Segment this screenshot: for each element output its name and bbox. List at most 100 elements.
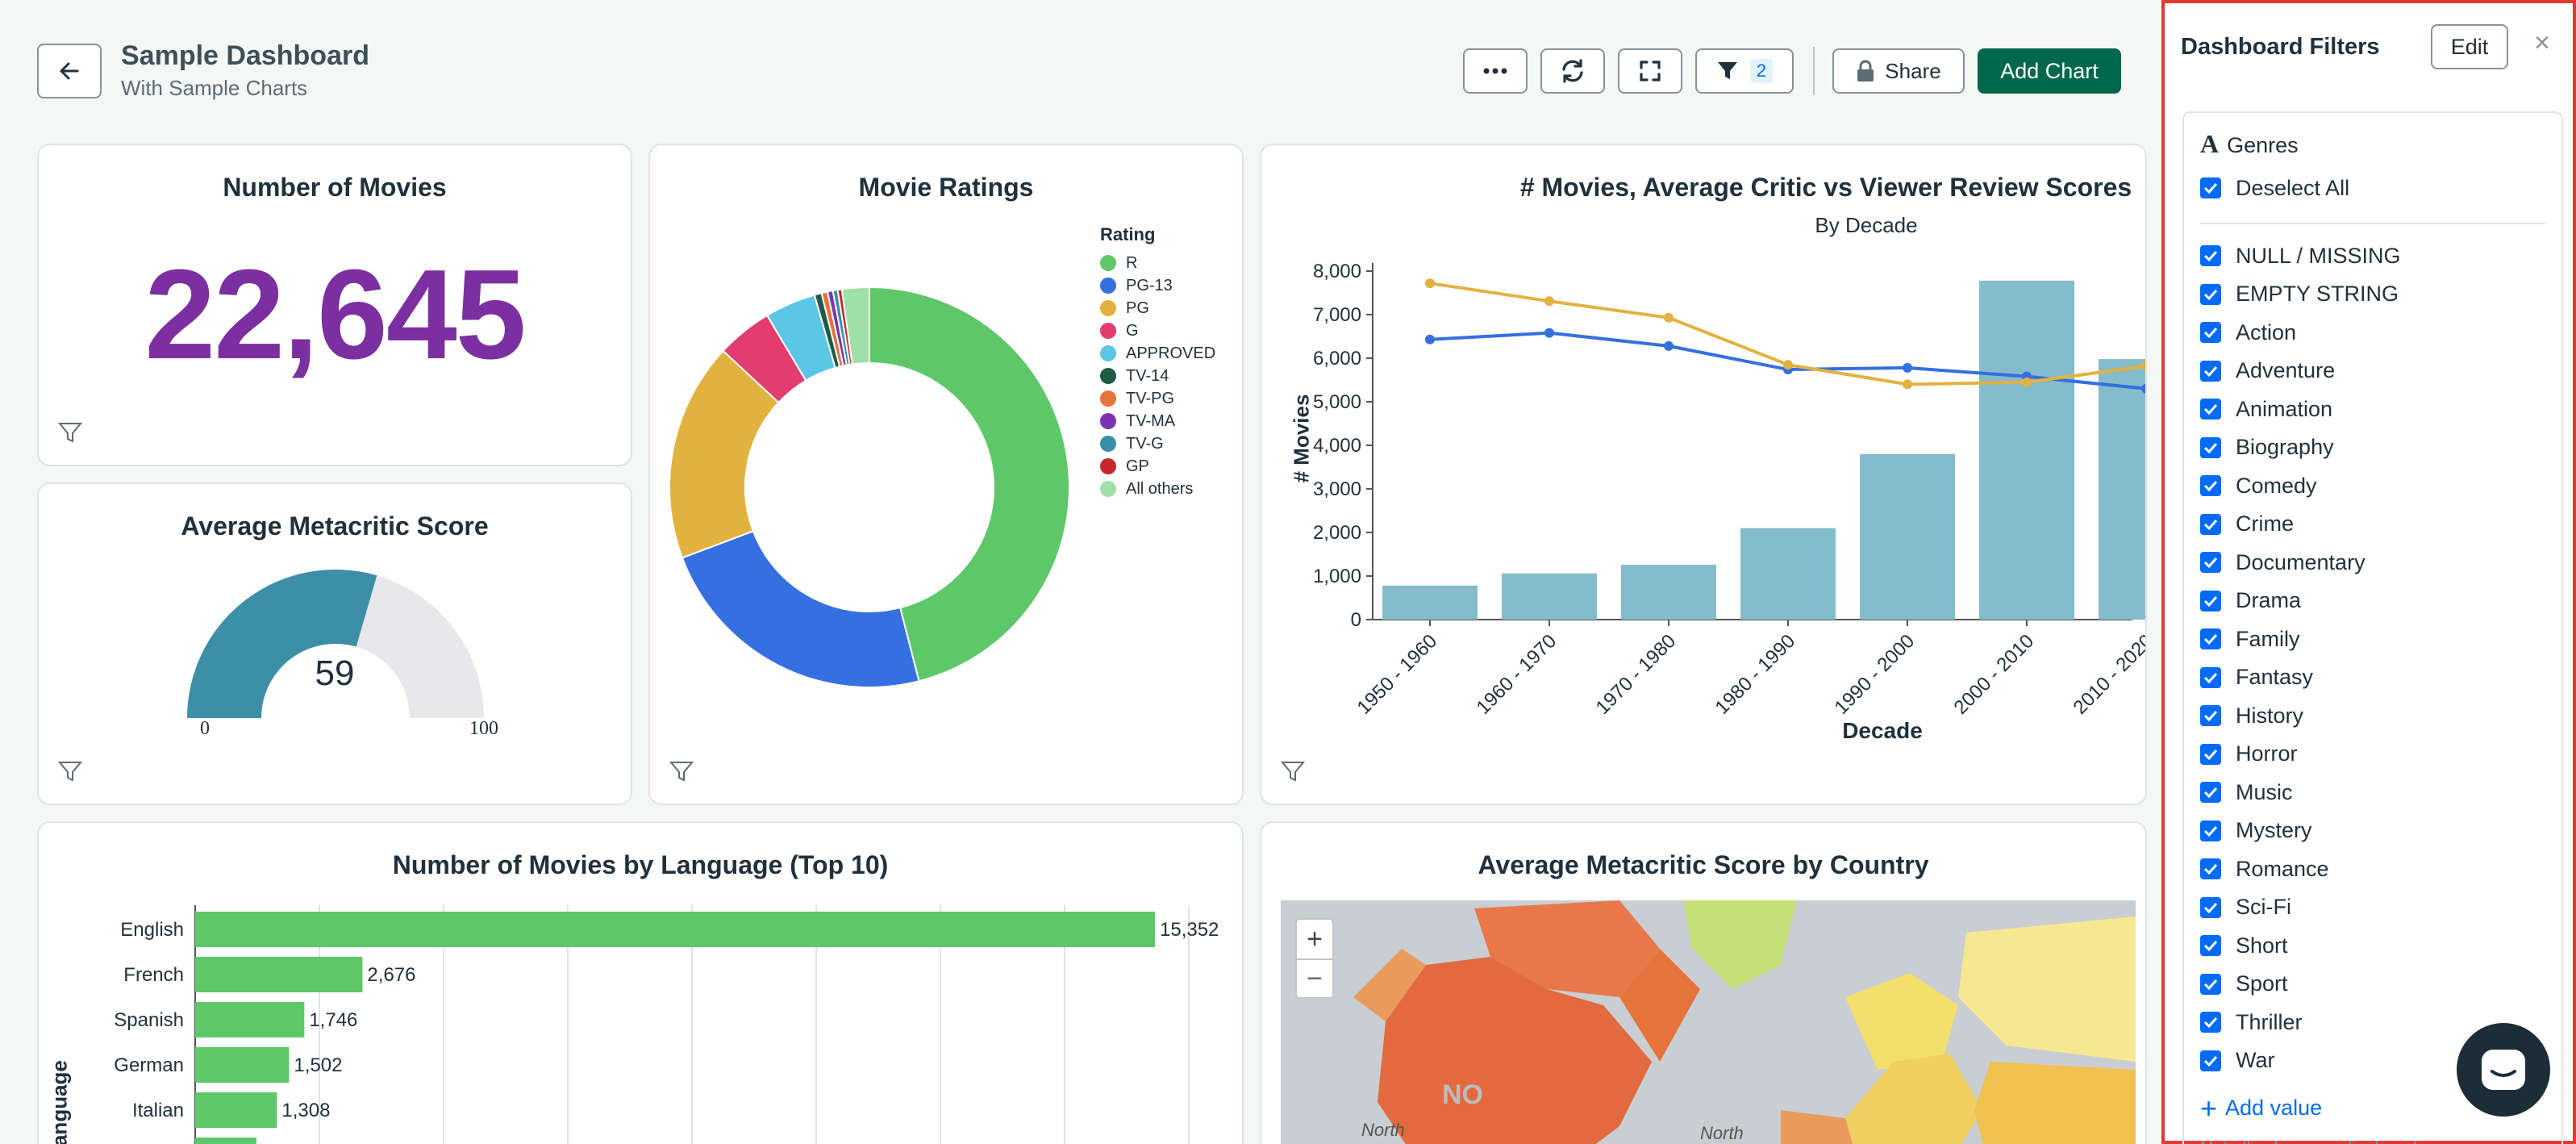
refresh-button[interactable] bbox=[1540, 48, 1605, 94]
genre-option-checkbox[interactable]: Thriller bbox=[2200, 1008, 2303, 1036]
series-point[interactable] bbox=[1544, 328, 1554, 338]
genre-option-checkbox[interactable]: Comedy bbox=[2200, 472, 2317, 499]
map-label: North bbox=[1361, 1120, 1405, 1140]
close-icon[interactable]: × bbox=[2534, 27, 2550, 58]
bar[interactable] bbox=[1740, 528, 1836, 620]
chat-button[interactable] bbox=[2457, 1023, 2550, 1117]
genre-option-label: Romance bbox=[2236, 856, 2329, 881]
legend-item[interactable]: PG bbox=[1100, 297, 1215, 319]
zoom-in-button[interactable]: + bbox=[1297, 920, 1332, 960]
bar[interactable] bbox=[1502, 573, 1597, 620]
filter-outline-icon[interactable] bbox=[669, 760, 694, 784]
gauge-chart bbox=[187, 570, 484, 718]
back-button[interactable] bbox=[37, 44, 102, 98]
genre-option-label: Adventure bbox=[2236, 358, 2336, 382]
series-point[interactable] bbox=[1425, 334, 1435, 344]
series-point[interactable] bbox=[1544, 296, 1554, 307]
legend-item[interactable]: TV-MA bbox=[1100, 410, 1215, 432]
series-point[interactable] bbox=[1664, 312, 1674, 323]
genre-option-checkbox[interactable]: Drama bbox=[2200, 587, 2301, 615]
bar[interactable] bbox=[195, 1138, 256, 1144]
x-tick-label: 2010 - 2020 bbox=[2070, 630, 2147, 719]
filter-outline-icon[interactable] bbox=[58, 421, 82, 445]
edit-filters-button[interactable]: Edit bbox=[2431, 24, 2508, 69]
genre-option-checkbox[interactable]: Sci-Fi bbox=[2200, 894, 2291, 921]
genre-option-label: NULL / MISSING bbox=[2236, 243, 2401, 268]
genre-option-checkbox[interactable]: EMPTY STRING bbox=[2200, 281, 2399, 308]
genre-option-checkbox[interactable]: War bbox=[2200, 1047, 2275, 1075]
deselect-all-checkbox[interactable]: Deselect All bbox=[2200, 174, 2349, 202]
legend-swatch bbox=[1100, 300, 1116, 316]
series-point[interactable] bbox=[1903, 362, 1912, 373]
series-point[interactable] bbox=[2141, 383, 2147, 394]
genre-option-checkbox[interactable]: Documentary bbox=[2200, 549, 2366, 576]
category-label: Spanish bbox=[114, 1009, 184, 1031]
genre-option-label: Mystery bbox=[2236, 818, 2312, 842]
genre-option-checkbox[interactable]: Biography bbox=[2200, 434, 2334, 461]
choropleth-map[interactable]: NO North North + − bbox=[1281, 900, 2136, 1144]
genre-option-checkbox[interactable]: Adventure bbox=[2200, 357, 2335, 385]
genre-option-checkbox[interactable]: Sport bbox=[2200, 971, 2288, 998]
bar[interactable] bbox=[195, 912, 1155, 947]
filter-outline-icon[interactable] bbox=[1281, 760, 1305, 784]
legend-item[interactable]: G bbox=[1100, 319, 1215, 342]
genre-option-checkbox[interactable]: NULL / MISSING bbox=[2200, 242, 2401, 269]
genre-option-checkbox[interactable]: Music bbox=[2200, 779, 2293, 806]
y-tick-label: 0 bbox=[1351, 609, 1361, 631]
series-point[interactable] bbox=[1783, 360, 1793, 370]
bar[interactable] bbox=[1979, 280, 2074, 620]
filter-toggle-button[interactable]: 2 bbox=[1695, 48, 1794, 94]
genre-option-label: Animation bbox=[2236, 396, 2333, 421]
legend-item[interactable]: APPROVED bbox=[1100, 342, 1215, 365]
zoom-out-button[interactable]: − bbox=[1307, 963, 1323, 994]
genre-option-checkbox[interactable]: History bbox=[2200, 702, 2303, 729]
bar[interactable] bbox=[195, 1047, 290, 1083]
bar[interactable] bbox=[1860, 453, 1955, 620]
bar[interactable] bbox=[195, 1002, 305, 1038]
legend-label: R bbox=[1126, 253, 1138, 272]
bar[interactable] bbox=[2099, 359, 2147, 620]
genre-option-checkbox[interactable]: Mystery bbox=[2200, 817, 2312, 845]
genre-option-checkbox[interactable]: Family bbox=[2200, 625, 2300, 653]
legend-item[interactable]: PG-13 bbox=[1100, 274, 1215, 297]
legend-label: PG-13 bbox=[1126, 276, 1173, 294]
legend-item[interactable]: All others bbox=[1100, 478, 1215, 500]
legend-item[interactable]: TV-PG bbox=[1100, 387, 1215, 410]
legend-swatch bbox=[1100, 390, 1116, 407]
genre-option-label: Horror bbox=[2236, 741, 2298, 766]
series-point[interactable] bbox=[1425, 278, 1435, 289]
share-button[interactable]: Share bbox=[1832, 48, 1965, 94]
legend-item[interactable]: TV-G bbox=[1100, 432, 1215, 455]
legend-item[interactable]: R bbox=[1100, 252, 1215, 274]
genre-option-checkbox[interactable]: Fantasy bbox=[2200, 664, 2313, 691]
series-point[interactable] bbox=[2141, 361, 2147, 371]
series-point[interactable] bbox=[2022, 377, 2032, 387]
fullscreen-button[interactable] bbox=[1618, 48, 1682, 94]
series-point[interactable] bbox=[1903, 379, 1912, 390]
series-point[interactable] bbox=[1664, 340, 1674, 351]
donut-slice[interactable] bbox=[840, 286, 870, 365]
data-label: 1,502 bbox=[294, 1054, 342, 1076]
bar[interactable] bbox=[195, 957, 363, 992]
donut-slice[interactable] bbox=[869, 286, 1070, 683]
more-button[interactable] bbox=[1463, 48, 1528, 94]
bar[interactable] bbox=[195, 1092, 277, 1128]
add-chart-button[interactable]: Add Chart bbox=[1978, 48, 2121, 94]
genre-option-checkbox[interactable]: Short bbox=[2200, 932, 2288, 959]
genre-option-label: Crime bbox=[2236, 511, 2294, 536]
genre-option-checkbox[interactable]: Action bbox=[2200, 319, 2296, 346]
legend-item[interactable]: GP bbox=[1100, 455, 1215, 478]
genre-option-checkbox[interactable]: Animation bbox=[2200, 395, 2332, 423]
movies-count-card: Number of Movies 22,645 bbox=[37, 144, 632, 466]
add-value-link[interactable]: + Add value bbox=[2200, 1091, 2323, 1125]
bar[interactable] bbox=[1621, 564, 1716, 620]
genre-option-label: Action bbox=[2236, 319, 2297, 344]
filter-outline-icon[interactable] bbox=[58, 760, 82, 784]
language-card: Number of Movies by Language (Top 10) En… bbox=[37, 821, 1244, 1144]
genre-option-checkbox[interactable]: Horror bbox=[2200, 741, 2298, 768]
bar[interactable] bbox=[1382, 585, 1478, 620]
legend-item[interactable]: TV-14 bbox=[1100, 365, 1215, 387]
genre-option-checkbox[interactable]: Crime bbox=[2200, 511, 2294, 538]
genre-option-checkbox[interactable]: Romance bbox=[2200, 855, 2329, 883]
donut-slice[interactable] bbox=[681, 530, 920, 688]
